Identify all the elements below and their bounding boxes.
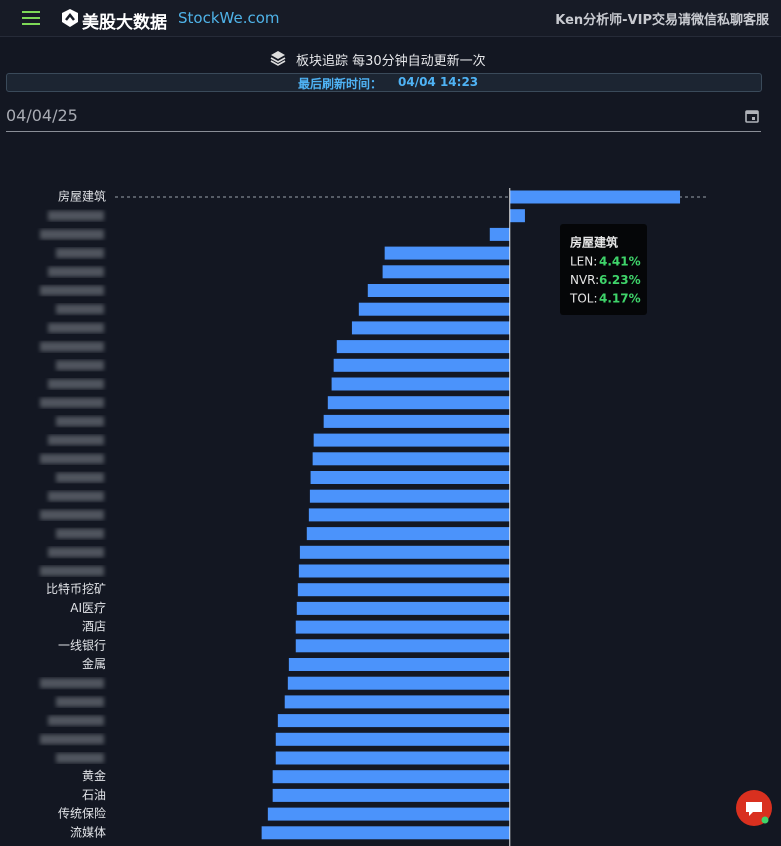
- blurred-label: [48, 715, 104, 726]
- bar: [288, 658, 510, 671]
- bar: [298, 564, 510, 578]
- tooltip-value: 4.41%: [599, 255, 641, 269]
- blurred-label: [48, 547, 104, 558]
- bar: [295, 639, 510, 653]
- y-tick-label: 黄金: [82, 768, 106, 783]
- blurred-label: [56, 528, 104, 539]
- site: StockWe.com: [178, 9, 280, 27]
- bar: [297, 583, 510, 597]
- calendar-icon[interactable]: [745, 109, 759, 123]
- blurred-label: [48, 322, 104, 333]
- blurred-label: [48, 491, 104, 502]
- bar: [309, 489, 510, 503]
- blurred-label: [56, 304, 104, 315]
- blurred-label: [56, 753, 104, 763]
- blurred-label: [40, 229, 104, 240]
- bar: [331, 377, 510, 391]
- refresh-time: 04/04 14:23: [398, 75, 479, 89]
- bar: [327, 396, 510, 410]
- layers-icon: [270, 51, 286, 66]
- bar: [367, 284, 510, 297]
- tooltip-value: 6.23%: [599, 273, 641, 287]
- bar: [272, 788, 510, 802]
- tooltip-value: 4.17%: [599, 292, 641, 306]
- blurred-label: [48, 435, 104, 446]
- blurred-label: [56, 248, 104, 259]
- bar: [275, 732, 510, 746]
- logo: [62, 9, 78, 27]
- bar: [382, 265, 510, 279]
- date-input[interactable]: 04/04/25: [6, 106, 78, 125]
- y-tick-label: 石油: [82, 788, 106, 802]
- y-tick-label: 酒店: [82, 620, 106, 634]
- bar: [275, 751, 510, 765]
- bar: [323, 414, 510, 428]
- bar: [333, 358, 510, 372]
- refresh-bar: 最后刷新时间： 04/04 14:23: [6, 73, 762, 92]
- bar: [358, 302, 510, 316]
- y-tick-label: 比特币挖矿: [46, 581, 106, 596]
- blurred-label: [56, 696, 104, 707]
- tooltip-name: NVR:: [570, 273, 599, 287]
- bar: [261, 826, 510, 840]
- blurred-label: [40, 734, 104, 745]
- blurred-label: [40, 509, 104, 520]
- tooltip: [560, 224, 647, 315]
- menu-icon[interactable]: [22, 10, 42, 26]
- bar: [287, 676, 510, 690]
- blurred-label: [56, 360, 104, 371]
- blurred-label: [48, 379, 104, 389]
- subheader: 板块追踪 每30分钟自动更新一次: [296, 54, 486, 69]
- y-tick-label: AI医疗: [70, 601, 106, 615]
- bar: [312, 452, 510, 466]
- blurred-label: [56, 416, 104, 427]
- bar: [351, 321, 510, 335]
- bar: [308, 508, 510, 522]
- bar: [296, 601, 510, 615]
- account-menu[interactable]: Ken分析师-VIP交易请微信私聊客服: [555, 13, 769, 28]
- brand: 美股大数据: [82, 13, 167, 33]
- bar: [267, 807, 510, 821]
- header: 美股大数据 StockWe.com Ken分析师-VIP交易请微信私聊客服: [0, 0, 781, 37]
- blurred-label: [40, 285, 104, 296]
- blurred-label: [40, 453, 104, 464]
- bar: [299, 545, 510, 559]
- y-tick-label: 传统保险: [58, 806, 106, 821]
- date-underline: [6, 131, 761, 132]
- y-tick-label: 房屋建筑: [58, 189, 106, 204]
- tooltip-title: 房屋建筑: [570, 235, 618, 250]
- blurred-label: [48, 210, 104, 221]
- blurred-label: [56, 472, 104, 483]
- bar: [306, 527, 510, 541]
- blurred-label: [40, 566, 104, 576]
- y-tick-label: 流媒体: [70, 825, 106, 839]
- bar: [284, 695, 510, 709]
- bar: [384, 246, 510, 260]
- y-tick-label: 一线银行: [58, 638, 106, 652]
- bar: [509, 209, 525, 223]
- blurred-label: [40, 678, 104, 689]
- bar: [509, 190, 681, 204]
- bar: [310, 471, 510, 484]
- blurred-label: [40, 397, 104, 408]
- chat-button[interactable]: [734, 788, 774, 828]
- bar: [277, 714, 510, 728]
- bar: [336, 340, 510, 354]
- blurred-label: [40, 341, 104, 352]
- bar: [272, 770, 510, 784]
- refresh-label: 最后刷新时间：: [298, 77, 383, 91]
- bar: [295, 620, 510, 634]
- tooltip-name: TOL:: [569, 292, 598, 306]
- blurred-label: [48, 266, 104, 277]
- bar: [313, 433, 510, 447]
- bar: [489, 227, 510, 241]
- y-tick-label: 金属: [82, 656, 106, 671]
- tooltip-name: LEN:: [570, 255, 597, 269]
